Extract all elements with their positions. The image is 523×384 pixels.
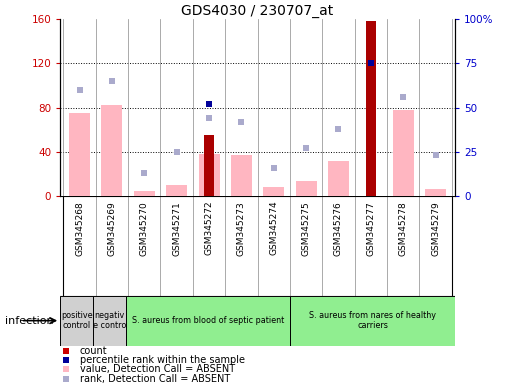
Bar [199, 154, 220, 196]
Text: GSM345272: GSM345272 [204, 201, 213, 255]
Text: value, Detection Call = ABSENT: value, Detection Call = ABSENT [80, 364, 235, 374]
Text: GSM345271: GSM345271 [172, 201, 181, 256]
Bar [231, 155, 252, 196]
Text: GSM345274: GSM345274 [269, 201, 278, 255]
Text: GSM345270: GSM345270 [140, 201, 149, 256]
Bar [69, 113, 90, 196]
Bar [290, 296, 455, 346]
Bar [366, 22, 376, 196]
Bar [328, 161, 349, 196]
Text: negativ
e contro: negativ e contro [93, 311, 126, 330]
Text: rank, Detection Call = ABSENT: rank, Detection Call = ABSENT [80, 374, 230, 384]
Bar [134, 192, 155, 196]
Bar [60, 296, 93, 346]
Text: GSM345276: GSM345276 [334, 201, 343, 256]
Bar [166, 185, 187, 196]
Text: GSM345268: GSM345268 [75, 201, 84, 256]
Text: percentile rank within the sample: percentile rank within the sample [80, 355, 245, 365]
Bar [101, 105, 122, 196]
Bar [295, 182, 316, 196]
Text: GSM345273: GSM345273 [237, 201, 246, 256]
Bar [425, 189, 446, 196]
Bar [126, 296, 290, 346]
Bar [93, 296, 126, 346]
Text: GSM345277: GSM345277 [366, 201, 376, 256]
Text: GSM345278: GSM345278 [399, 201, 408, 256]
Text: GSM345275: GSM345275 [302, 201, 311, 256]
Title: GDS4030 / 230707_at: GDS4030 / 230707_at [181, 4, 334, 18]
Bar [393, 110, 414, 196]
Bar [263, 187, 285, 196]
Text: positive
control: positive control [61, 311, 93, 330]
Text: GSM345279: GSM345279 [431, 201, 440, 256]
Bar [204, 135, 214, 196]
Text: infection: infection [5, 316, 54, 326]
Text: S. aureus from blood of septic patient: S. aureus from blood of septic patient [132, 316, 285, 325]
Text: GSM345269: GSM345269 [107, 201, 117, 256]
Text: count: count [80, 346, 108, 356]
Text: S. aureus from nares of healthy
carriers: S. aureus from nares of healthy carriers [309, 311, 436, 330]
